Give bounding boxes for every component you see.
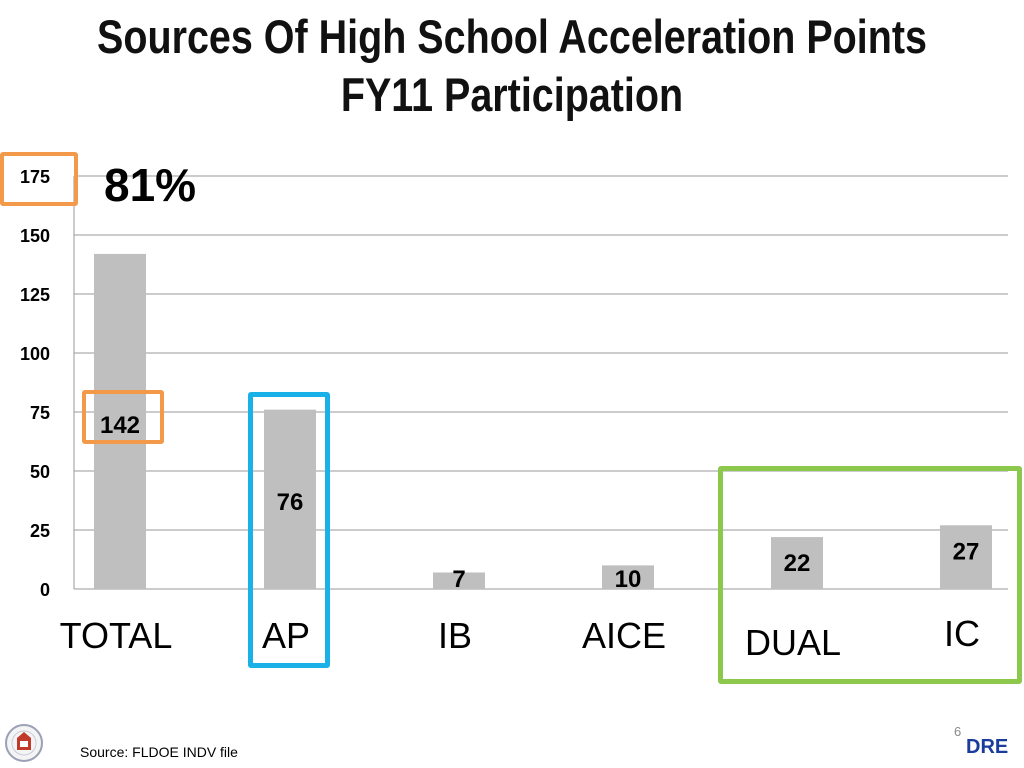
total-value-highlight [82,390,164,444]
dual-ic-highlight [718,466,1022,684]
y-tick-label: 125 [20,285,50,305]
participation-percent: 81% [104,159,197,211]
category-label: IC [944,613,980,654]
bar [264,409,316,589]
category-label: TOTAL [60,615,173,656]
page-number: 6 [954,724,962,739]
y-axis-max-highlight [0,152,78,206]
title-line-1: Sources Of High School Acceleration Poin… [97,10,927,63]
category-label: IB [438,615,472,656]
y-tick-label: 25 [30,521,50,541]
y-tick-label: 175 [20,167,50,187]
source-note: Source: FLDOE INDV file [80,744,238,760]
data-label: 27 [953,538,980,565]
ap-highlight [248,392,330,668]
dre-brand: DRE [966,736,1009,758]
y-tick-label: 0 [40,580,50,600]
y-tick-label: 50 [30,462,50,482]
y-tick-label: 100 [20,344,50,364]
category-label: DUAL [745,622,841,663]
data-label: 10 [615,566,642,593]
bar [771,537,823,589]
y-tick-label: 150 [20,226,50,246]
slide-title: Sources Of High School Acceleration Poin… [82,8,942,124]
data-label: 76 [277,489,304,516]
y-tick-label: 75 [30,403,50,423]
bar [602,565,654,589]
bar [94,253,146,589]
school-district-seal-logo [5,724,43,762]
category-label: AP [262,615,310,656]
title-line-2: FY11 Participation [340,68,684,121]
data-label: 22 [784,550,811,577]
bar [940,525,992,589]
category-label: AICE [582,615,666,656]
data-label: 7 [452,566,465,593]
bar [433,572,485,589]
data-label: 142 [100,412,140,439]
